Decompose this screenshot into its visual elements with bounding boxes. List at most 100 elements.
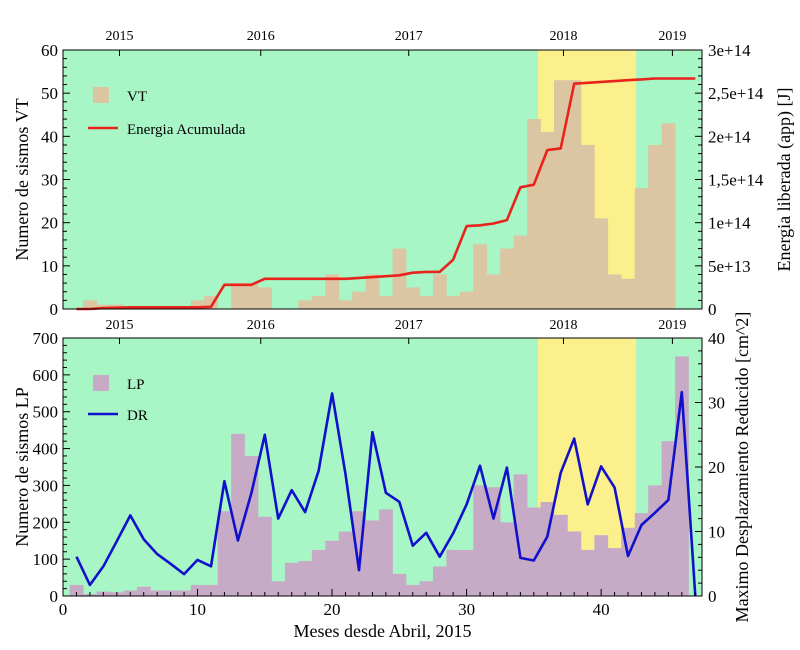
y2-tick-label: 2e+14 — [708, 127, 751, 146]
y2-axis-label: Maximo Desplazamiento Reducido [cm^2] — [732, 312, 752, 623]
y2-axis-label: Energia liberada (app) [J] — [774, 87, 795, 271]
year-label: 2016 — [247, 29, 275, 44]
y-tick-label: 60 — [41, 41, 58, 60]
y2-tick-label: 0 — [708, 300, 717, 319]
bar — [607, 274, 622, 309]
y-tick-label: 700 — [33, 329, 59, 348]
legend-swatch-bars — [93, 87, 109, 103]
y-tick-label: 50 — [41, 84, 58, 103]
year-label: 2015 — [106, 29, 134, 44]
y-tick-label: 0 — [50, 300, 59, 319]
y2-tick-label: 40 — [708, 329, 725, 348]
bar — [338, 531, 353, 596]
bar — [419, 581, 434, 596]
line-series-energia-acumulada — [76, 77, 696, 311]
bar — [258, 516, 272, 596]
bar — [338, 300, 353, 309]
bar — [325, 274, 340, 309]
x-tick-label: 10 — [189, 600, 206, 619]
y2-tick-label: 1,5e+14 — [708, 171, 764, 190]
bar — [217, 511, 232, 596]
bar — [446, 296, 461, 309]
bar — [432, 566, 447, 596]
bar — [392, 573, 407, 596]
y-tick-label: 300 — [33, 476, 59, 495]
bar — [661, 123, 676, 309]
bar-series-vt — [83, 80, 676, 309]
bar — [500, 248, 514, 309]
legend-label-bars: LP — [127, 377, 145, 393]
bar — [513, 474, 528, 596]
y-tick-label: 30 — [41, 171, 58, 190]
bar — [136, 586, 151, 596]
legend-label-line: Energia Acumulada — [127, 122, 246, 138]
bar — [473, 485, 488, 596]
bar — [648, 144, 662, 309]
bar — [83, 300, 97, 309]
bar — [580, 144, 595, 309]
bar — [244, 283, 259, 309]
bar — [69, 584, 84, 596]
bar — [540, 132, 555, 309]
x-tick-label: 20 — [324, 600, 341, 619]
bar — [365, 274, 380, 309]
bar — [594, 218, 609, 309]
bar — [554, 514, 568, 596]
legend-swatch-bars — [93, 375, 109, 391]
bar — [567, 531, 582, 596]
bar — [594, 535, 609, 596]
bar — [580, 549, 595, 596]
year-label: 2018 — [549, 29, 577, 44]
bar — [298, 300, 313, 309]
bar — [621, 278, 636, 309]
x-tick-label: 0 — [59, 600, 68, 619]
bar — [258, 287, 272, 309]
y-axis-label: Numero de sismos VT — [12, 98, 32, 260]
y2-tick-label: 10 — [708, 523, 725, 542]
year-label: 2017 — [395, 29, 423, 44]
y-axis-label: Numero de sismos LP — [12, 387, 32, 547]
y2-tick-label: 30 — [708, 394, 725, 413]
bar — [379, 296, 393, 309]
year-label: 2016 — [247, 318, 275, 333]
y-tick-label: 100 — [33, 550, 59, 569]
y-tick-label: 20 — [41, 214, 58, 233]
bar — [446, 549, 461, 596]
bar — [459, 549, 474, 596]
bar — [500, 522, 514, 596]
bar — [419, 296, 434, 309]
bar — [648, 485, 662, 596]
y-tick-label: 10 — [41, 257, 58, 276]
bar — [311, 549, 326, 596]
bar — [365, 520, 380, 596]
bar — [298, 560, 313, 596]
bar — [527, 119, 541, 309]
bar — [486, 274, 501, 309]
bar — [432, 274, 447, 309]
bar — [406, 287, 420, 309]
bar — [271, 581, 286, 596]
y-tick-label: 200 — [33, 513, 59, 532]
y2-tick-label: 1e+14 — [708, 214, 751, 233]
y-tick-label: 400 — [33, 440, 59, 459]
legend: VT Energia Acumulada — [88, 87, 246, 138]
bar — [459, 291, 474, 309]
y2-tick-label: 5e+13 — [708, 257, 751, 276]
x-axis-label: Meses desde Abril, 2015 — [294, 621, 472, 641]
vt-energy-panel: 0 10 20 30 40 50 60 0 5e+13 1e+14 1,5e+14 2e+14 2,5e… — [12, 29, 795, 319]
legend: LP DR — [88, 375, 148, 424]
bar — [567, 80, 582, 309]
x-tick-label: 30 — [458, 600, 475, 619]
bar — [190, 300, 205, 309]
bar — [486, 487, 501, 596]
bar — [231, 433, 245, 596]
bar — [554, 80, 568, 309]
legend-label-line: DR — [127, 408, 148, 424]
bar — [607, 548, 622, 596]
bar — [204, 584, 219, 596]
year-label: 2017 — [395, 318, 423, 333]
bar — [527, 507, 541, 596]
bar — [352, 291, 366, 309]
bar — [379, 509, 393, 596]
